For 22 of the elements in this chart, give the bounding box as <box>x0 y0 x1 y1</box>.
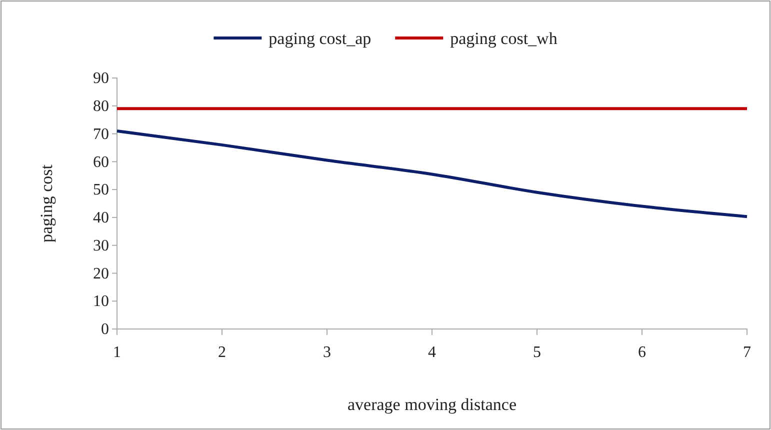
x-tick-label: 1 <box>113 344 121 362</box>
y-tick-label: 10 <box>93 293 109 310</box>
x-tick-label: 4 <box>428 344 436 362</box>
y-tick-label: 90 <box>93 70 109 88</box>
x-tick-label: 5 <box>533 344 541 362</box>
y-tick-label: 50 <box>93 182 109 199</box>
y-tick-label: 30 <box>93 237 109 254</box>
legend-label: paging cost_ap <box>268 29 372 48</box>
y-axis-title: paging cost <box>37 164 56 242</box>
x-tick-label: 7 <box>743 344 751 362</box>
x-axis-title: average moving distance <box>348 395 516 414</box>
y-tick-label: 70 <box>93 126 109 143</box>
x-tick-label: 2 <box>218 344 226 362</box>
y-tick-label: 0 <box>101 321 109 338</box>
line-series <box>116 129 748 218</box>
x-tick-label: 3 <box>323 344 331 362</box>
y-tick-label: 60 <box>93 154 109 171</box>
y-tick-label: 40 <box>93 210 109 227</box>
legend-label: paging cost_wh <box>450 29 558 48</box>
x-tick-label: 6 <box>638 344 646 362</box>
y-tick-label: 20 <box>93 265 109 282</box>
y-tick-label: 80 <box>93 98 109 116</box>
